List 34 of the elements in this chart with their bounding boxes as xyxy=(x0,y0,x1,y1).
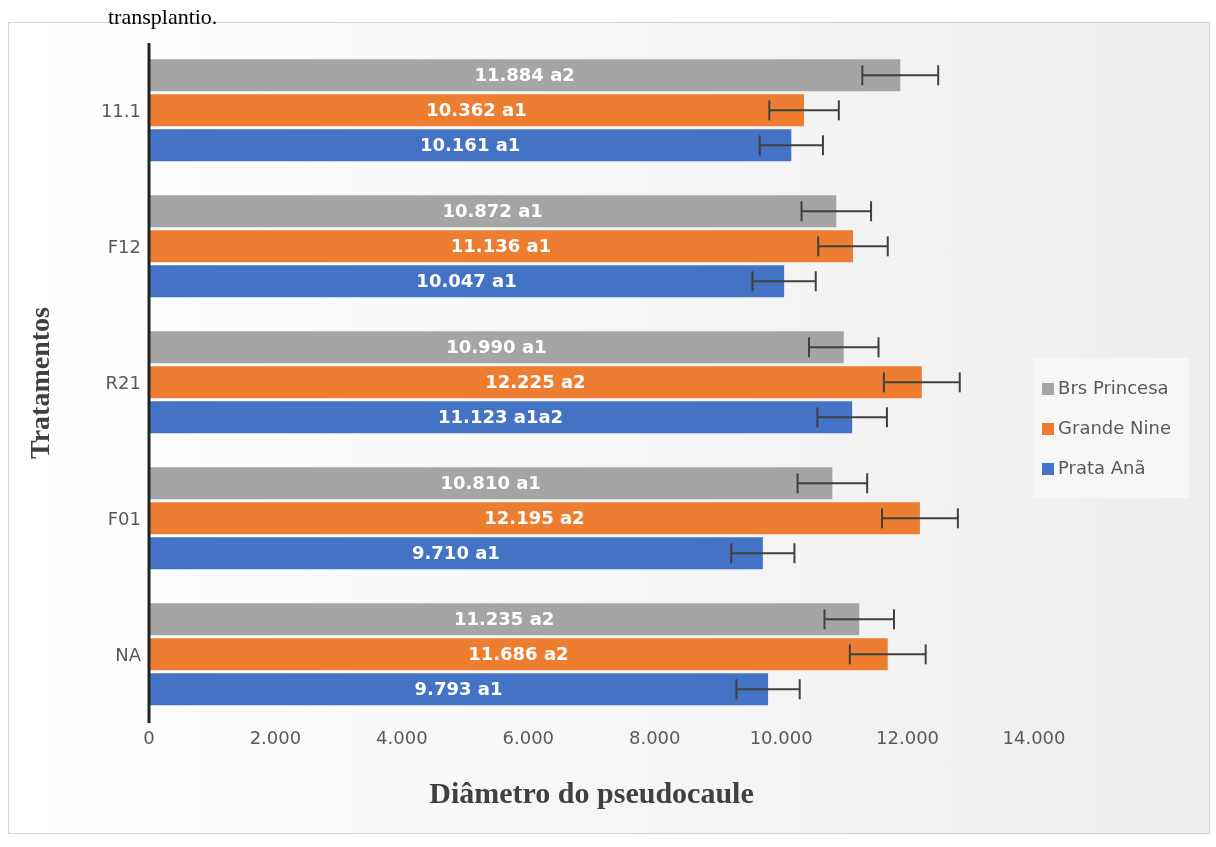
data-label: 11.686 a2 xyxy=(468,643,569,665)
x-tick-label: 8.000 xyxy=(628,726,681,748)
y-tick-label: F12 xyxy=(107,236,141,258)
data-label: 10.810 a1 xyxy=(440,472,541,494)
x-tick-label: 14.000 xyxy=(1002,726,1066,748)
data-label: 11.235 a2 xyxy=(453,608,555,630)
legend-label: Prata Anã xyxy=(1058,457,1146,478)
x-tick-label: 12.000 xyxy=(876,726,940,748)
x-tick-label: 2.000 xyxy=(249,726,302,748)
data-label: 11.123 a1a2 xyxy=(438,406,564,428)
y-tick-label: F01 xyxy=(107,508,141,530)
data-label: 11.884 a2 xyxy=(474,64,575,86)
data-label: 11.136 a1 xyxy=(450,235,552,257)
x-tick-label: 10.000 xyxy=(749,726,813,748)
data-label: 10.990 a1 xyxy=(446,336,547,358)
y-axis-title: Tratamentos xyxy=(23,306,55,459)
legend-label: Brs Princesa xyxy=(1058,377,1169,398)
data-label: 10.872 a1 xyxy=(442,200,543,222)
data-label: 9.710 a1 xyxy=(411,542,500,564)
x-tick-label: 6.000 xyxy=(502,726,555,748)
x-tick-label: 0 xyxy=(143,726,155,748)
legend-label: Grande Nine xyxy=(1058,417,1171,438)
y-tick-label: 11.1 xyxy=(100,100,141,122)
x-tick-label: 4.000 xyxy=(376,726,428,748)
data-label: 12.225 a2 xyxy=(485,371,586,393)
x-axis-title: Diâmetro do pseudocaule xyxy=(429,776,754,809)
data-label: 10.362 a1 xyxy=(426,99,527,121)
data-label: 10.047 a1 xyxy=(416,270,517,292)
y-tick-label: NA xyxy=(115,644,142,666)
data-label: 10.161 a1 xyxy=(419,134,521,156)
y-tick-label: R21 xyxy=(105,372,141,394)
text: transplantio. xyxy=(108,4,219,29)
data-label: 9.793 a1 xyxy=(414,678,503,700)
data-label: 12.195 a2 xyxy=(484,507,585,529)
